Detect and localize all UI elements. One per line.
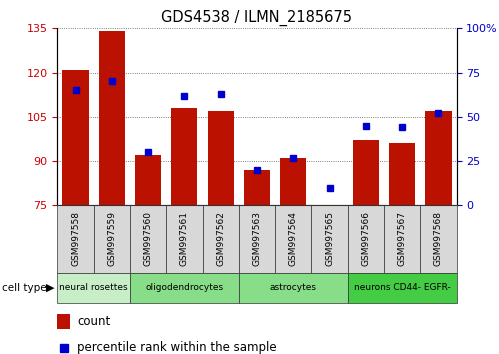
Bar bbox=[384, 205, 420, 273]
Text: GSM997565: GSM997565 bbox=[325, 211, 334, 267]
Text: percentile rank within the sample: percentile rank within the sample bbox=[77, 341, 277, 354]
Text: cell type: cell type bbox=[2, 282, 47, 293]
Bar bbox=[135, 155, 161, 205]
Bar bbox=[311, 205, 348, 273]
Bar bbox=[280, 158, 306, 205]
Bar bbox=[348, 273, 457, 303]
Text: GSM997566: GSM997566 bbox=[361, 211, 370, 267]
Text: ▶: ▶ bbox=[46, 282, 55, 293]
Bar bbox=[275, 205, 311, 273]
Bar bbox=[57, 273, 130, 303]
Text: count: count bbox=[77, 315, 111, 327]
Text: neural rosettes: neural rosettes bbox=[59, 283, 128, 292]
Text: GSM997564: GSM997564 bbox=[289, 211, 298, 267]
Text: GSM997567: GSM997567 bbox=[398, 211, 407, 267]
Bar bbox=[420, 205, 457, 273]
Text: astrocytes: astrocytes bbox=[270, 283, 317, 292]
Bar bbox=[130, 273, 239, 303]
Bar bbox=[239, 205, 275, 273]
Text: neurons CD44- EGFR-: neurons CD44- EGFR- bbox=[354, 283, 451, 292]
Bar bbox=[353, 141, 379, 205]
Bar bbox=[244, 170, 270, 205]
Bar bbox=[57, 314, 70, 329]
Text: GSM997558: GSM997558 bbox=[71, 211, 80, 267]
Text: GSM997559: GSM997559 bbox=[107, 211, 116, 267]
Bar bbox=[389, 143, 415, 205]
Text: GSM997563: GSM997563 bbox=[252, 211, 261, 267]
Bar bbox=[166, 205, 203, 273]
Bar bbox=[208, 111, 234, 205]
Text: GSM997560: GSM997560 bbox=[144, 211, 153, 267]
Title: GDS4538 / ILMN_2185675: GDS4538 / ILMN_2185675 bbox=[162, 9, 352, 25]
Bar bbox=[94, 205, 130, 273]
Bar bbox=[203, 205, 239, 273]
Bar bbox=[99, 31, 125, 205]
Text: GSM997561: GSM997561 bbox=[180, 211, 189, 267]
Bar bbox=[57, 205, 94, 273]
Bar bbox=[348, 205, 384, 273]
Bar bbox=[130, 205, 166, 273]
Text: GSM997562: GSM997562 bbox=[216, 211, 225, 267]
Bar bbox=[239, 273, 348, 303]
Bar bbox=[171, 108, 198, 205]
Text: oligodendrocytes: oligodendrocytes bbox=[145, 283, 224, 292]
Text: GSM997568: GSM997568 bbox=[434, 211, 443, 267]
Bar bbox=[62, 70, 89, 205]
Bar bbox=[425, 111, 452, 205]
